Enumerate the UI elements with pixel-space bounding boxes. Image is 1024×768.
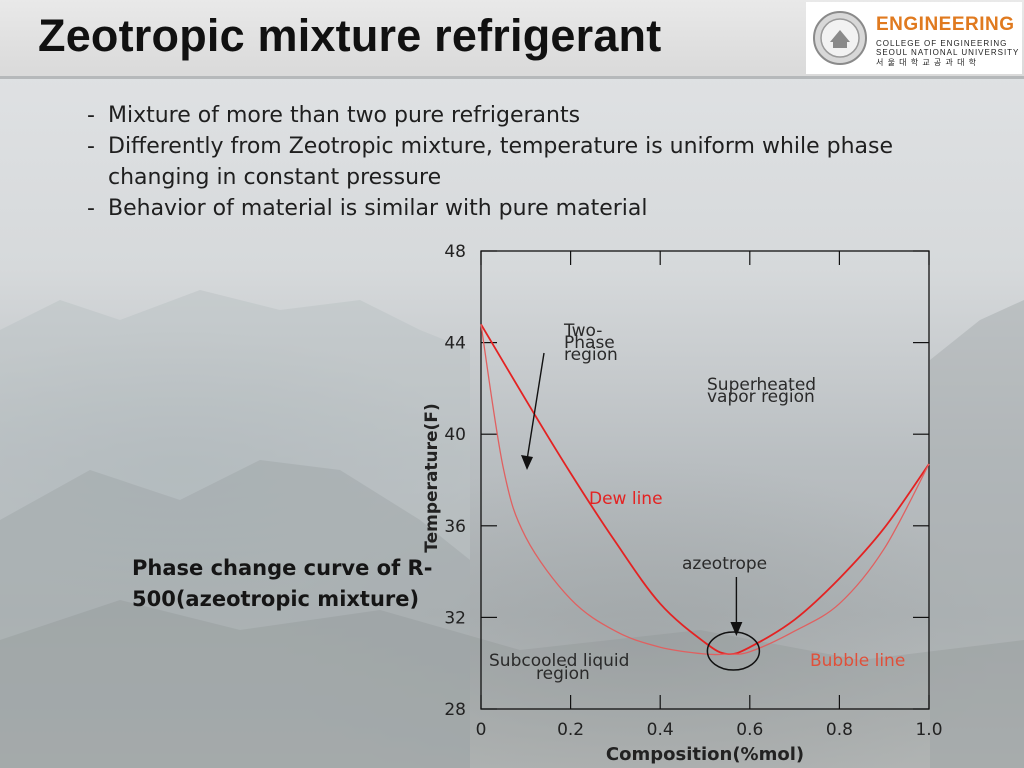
azeotrope-circle [706,631,761,671]
logo-wordmark: ENGINEERING [876,14,1015,35]
y-tick-label: 48 [444,242,466,262]
y-axis-label: Temperature(F) [422,403,442,552]
chart-caption: Phase change curve of R-500(azeotropic m… [132,556,433,611]
annotation-bubble-line: Bubble line [810,651,905,671]
x-tick-label: 1.0 [915,720,942,740]
annotation-azeotrope: azeotrope [682,554,767,574]
x-tick-label: 0.8 [826,720,853,740]
annotation-superheated: vapor region [707,387,815,407]
bullet-list: - Mixture of more than two pure refriger… [87,100,947,224]
university-seal-icon [813,11,867,65]
logo-line-2: SEOUL NATIONAL UNIVERSITY [876,48,1020,57]
bullet-text: Behavior of material is similar with pur… [108,196,648,221]
bullet-dash: - [87,134,95,159]
bullet-dash: - [87,103,95,128]
dew-line-curve [480,323,930,656]
bullet-item: - Behavior of material is similar with p… [87,193,947,224]
logo-line-3: 서 울 대 학 교 공 과 대 학 [876,58,978,67]
annotation-subcooled: Subcooled liquid [489,651,629,671]
college-logo: ENGINEERING COLLEGE OF ENGINEERING SEOUL… [806,2,1022,74]
x-tick-label: 0.6 [736,720,763,740]
y-tick-label: 44 [444,334,466,354]
annotation-dew-line: Dew line [589,489,663,509]
y-tick-label: 28 [444,700,466,720]
slide-title: Zeotropic mixture refrigerant [38,10,662,61]
x-tick-label: 0.4 [647,720,674,740]
two-phase-arrow-shaft [526,352,545,461]
bubble-line-curve [480,324,930,656]
x-tick-label: 0.2 [557,720,584,740]
annotation-two-phase: Two- [563,321,602,341]
bullet-text: Mixture of more than two pure refrigeran… [108,103,581,128]
y-tick-label: 40 [444,425,466,445]
bullet-text: Differently from Zeotropic mixture, temp… [108,134,894,190]
annotation-two-phase: Phase [564,333,615,353]
x-tick-label: 0 [476,720,487,740]
plot-frame [480,250,930,710]
annotation-subcooled: region [536,664,590,684]
logo-line-1: COLLEGE OF ENGINEERING [876,39,1008,48]
annotation-superheated: Superheated [707,375,816,395]
annotation-two-phase: region [564,345,618,365]
bullet-item: - Mixture of more than two pure refriger… [87,100,947,131]
title-divider [0,76,1024,79]
two-phase-arrowhead [521,455,533,470]
azeotrope-arrowhead [730,622,743,636]
x-axis-label: Composition(%mol) [606,744,804,765]
bullet-dash: - [87,196,95,221]
y-tick-label: 32 [444,608,466,628]
y-tick-label: 36 [444,517,466,537]
bullet-item: - Differently from Zeotropic mixture, te… [87,131,947,193]
